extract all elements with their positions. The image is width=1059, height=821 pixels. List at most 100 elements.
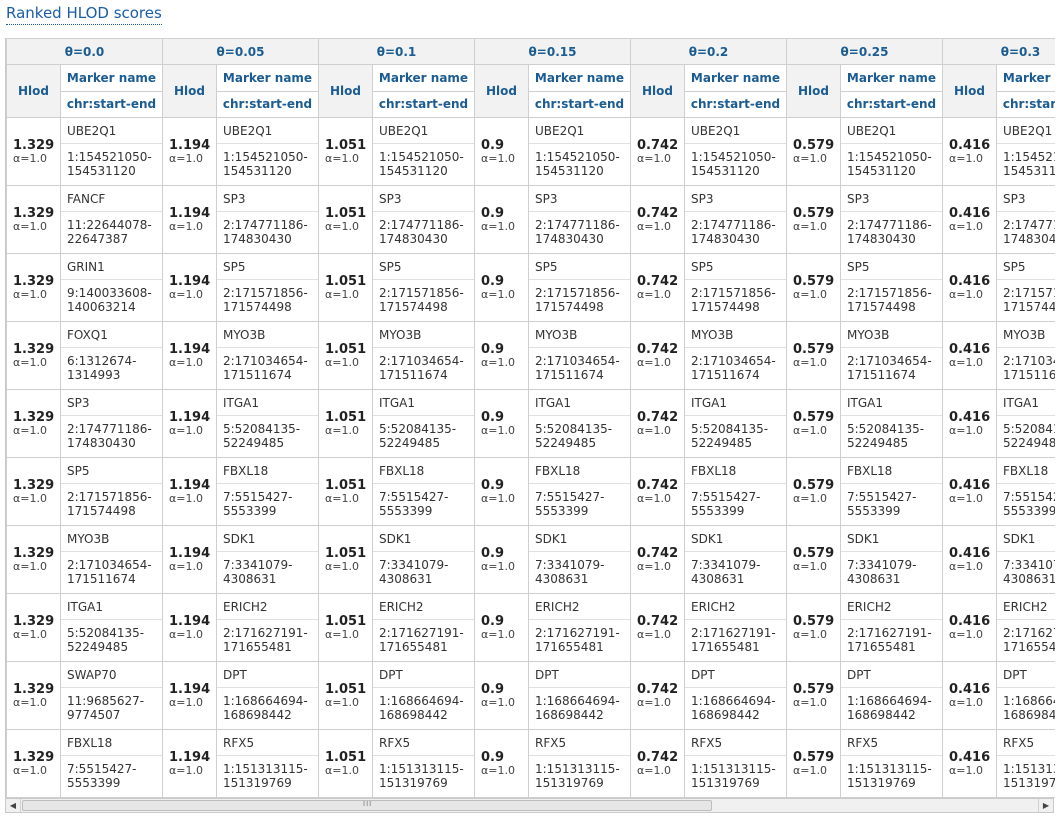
hlod-score-cell: 0.742 α=1.0 <box>630 729 685 798</box>
marker-cell: UBE2Q1 1:154521050-154531120 <box>216 117 319 186</box>
marker-gene-name: UBE2Q1 <box>529 119 630 144</box>
marker-cell: SP3 2:174771186-174830430 <box>216 185 319 254</box>
hlod-value: 1.051 <box>325 681 367 697</box>
marker-gene-name: DPT <box>841 663 942 688</box>
marker-cell: FBXL18 7:5515427-5553399 <box>60 729 163 798</box>
table-row: 1.329 α=1.0 SP5 2:171571856-171574498 1.194 α… <box>6 457 1055 526</box>
hlod-value: 0.579 <box>793 477 835 493</box>
alpha-value: α=1.0 <box>13 151 47 165</box>
hlod-column-header: Hlod <box>630 64 685 118</box>
alpha-value: α=1.0 <box>325 219 359 233</box>
scrollbar-grip-icon: III <box>363 800 373 808</box>
hlod-score-cell: 0.9 α=1.0 <box>474 117 529 186</box>
marker-chr-range: 2:171627191-171655481 <box>535 626 620 654</box>
marker-gene-name: SP5 <box>685 255 786 280</box>
hlod-score-cell: 0.416 α=1.0 <box>942 661 997 730</box>
page-title[interactable]: Ranked HLOD scores <box>6 3 162 25</box>
hlod-score-cell: 0.579 α=1.0 <box>786 321 841 390</box>
marker-gene-name: SP3 <box>217 187 318 212</box>
marker-cell: SP3 2:174771186-174830430 <box>528 185 631 254</box>
marker-gene-name: SDK1 <box>217 527 318 552</box>
marker-cell: SP3 2:174771186-174830430 <box>996 185 1055 254</box>
hlod-score-cell: 0.416 α=1.0 <box>942 389 997 458</box>
hlod-column-header: Hlod <box>318 64 373 118</box>
marker-cell: ERICH2 2:171627191-171655481 <box>528 593 631 662</box>
marker-chr-range: 1:154521050-154531120 <box>379 150 464 178</box>
alpha-value: α=1.0 <box>637 695 671 709</box>
hlod-value: 0.9 <box>481 545 505 561</box>
hlod-value: 1.194 <box>169 409 211 425</box>
marker-gene-name: SP5 <box>373 255 474 280</box>
alpha-value: α=1.0 <box>13 695 47 709</box>
hlod-value: 1.051 <box>325 545 367 561</box>
hlod-score-cell: 0.9 α=1.0 <box>474 593 529 662</box>
marker-gene-name: FOXQ1 <box>61 323 162 348</box>
hlod-value: 0.579 <box>793 137 835 153</box>
marker-gene-name: GRIN1 <box>61 255 162 280</box>
marker-cell: ITGA1 5:52084135-52249485 <box>60 593 163 662</box>
marker-chr-range: 2:171627191-171655481 <box>223 626 308 654</box>
table-row: 1.329 α=1.0 UBE2Q1 1:154521050-154531120 1.1… <box>6 117 1055 186</box>
marker-cell: SP5 2:171571856-171574498 <box>60 457 163 526</box>
marker-chr-range: 7:3341079-4308631 <box>379 558 449 586</box>
hlod-value: 1.329 <box>13 749 55 765</box>
table-row: 1.329 α=1.0 MYO3B 2:171034654-171511674 1.19… <box>6 525 1055 594</box>
alpha-value: α=1.0 <box>949 491 983 505</box>
marker-gene-name: ERICH2 <box>841 595 942 620</box>
marker-chr-range: 9:140033608-140063214 <box>67 286 152 314</box>
hlod-value: 0.9 <box>481 205 505 221</box>
alpha-value: α=1.0 <box>325 423 359 437</box>
alpha-value: α=1.0 <box>169 695 203 709</box>
hlod-value: 1.194 <box>169 137 211 153</box>
marker-chr-range: 5:52084135-52249485 <box>847 422 925 450</box>
hlod-score-cell: 1.194 α=1.0 <box>162 525 217 594</box>
scroll-right-arrow-icon[interactable]: ▶ <box>1038 799 1053 812</box>
table-row: 1.329 α=1.0 ITGA1 5:52084135-52249485 1.194 α… <box>6 593 1055 662</box>
marker-gene-name: ITGA1 <box>373 391 474 416</box>
hlod-score-cell: 1.329 α=1.0 <box>6 525 61 594</box>
hlod-value: 0.742 <box>637 681 679 697</box>
marker-cell: SP5 2:171571856-171574498 <box>996 253 1055 322</box>
marker-cell: FOXQ1 6:1312674-1314993 <box>60 321 163 390</box>
marker-cell: SDK1 7:3341079-4308631 <box>216 525 319 594</box>
marker-chr-range: 2:171034654-171511674 <box>67 558 152 586</box>
scroll-left-arrow-icon[interactable]: ◀ <box>6 799 21 812</box>
theta-header: θ=0.25 <box>786 38 943 65</box>
marker-chr-range: 1:151313115-151319769 <box>1003 762 1055 790</box>
marker-gene-name: MYO3B <box>373 323 474 348</box>
hlod-value: 1.051 <box>325 613 367 629</box>
marker-chr-range: 1:154521050-154531120 <box>67 150 152 178</box>
hlod-score-cell: 1.194 α=1.0 <box>162 117 217 186</box>
marker-cell: SP3 2:174771186-174830430 <box>372 185 475 254</box>
alpha-value: α=1.0 <box>793 219 827 233</box>
alpha-value: α=1.0 <box>949 355 983 369</box>
marker-cell: SDK1 7:3341079-4308631 <box>372 525 475 594</box>
marker-cell: SDK1 7:3341079-4308631 <box>528 525 631 594</box>
alpha-value: α=1.0 <box>13 355 47 369</box>
hlod-value: 0.579 <box>793 205 835 221</box>
horizontal-scrollbar[interactable]: ◀ III ▶ <box>5 798 1054 813</box>
marker-gene-name: MYO3B <box>841 323 942 348</box>
scrollbar-thumb[interactable]: III <box>22 800 712 811</box>
hlod-value: 0.416 <box>949 273 991 289</box>
alpha-value: α=1.0 <box>169 491 203 505</box>
hlod-column-header: Hlod <box>474 64 529 118</box>
hlod-score-cell: 1.194 α=1.0 <box>162 253 217 322</box>
hlod-score-cell: 0.9 α=1.0 <box>474 253 529 322</box>
marker-cell: ERICH2 2:171627191-171655481 <box>684 593 787 662</box>
marker-chr-range: 7:5515427-5553399 <box>379 490 449 518</box>
hlod-value: 0.416 <box>949 681 991 697</box>
alpha-value: α=1.0 <box>793 763 827 777</box>
marker-gene-name: ERICH2 <box>529 595 630 620</box>
marker-chr-range: 1:168664694-168698442 <box>1003 694 1055 722</box>
alpha-value: α=1.0 <box>949 423 983 437</box>
hlod-score-cell: 1.194 α=1.0 <box>162 457 217 526</box>
hlod-score-cell: 0.579 α=1.0 <box>786 253 841 322</box>
marker-chr-range: 7:5515427-5553399 <box>67 762 137 790</box>
marker-chr-range: 7:3341079-4308631 <box>1003 558 1055 586</box>
hlod-score-cell: 0.579 α=1.0 <box>786 729 841 798</box>
marker-chr-range: 7:3341079-4308631 <box>535 558 605 586</box>
marker-chr-range: 7:5515427-5553399 <box>535 490 605 518</box>
marker-gene-name: MYO3B <box>685 323 786 348</box>
hlod-score-cell: 0.9 α=1.0 <box>474 457 529 526</box>
